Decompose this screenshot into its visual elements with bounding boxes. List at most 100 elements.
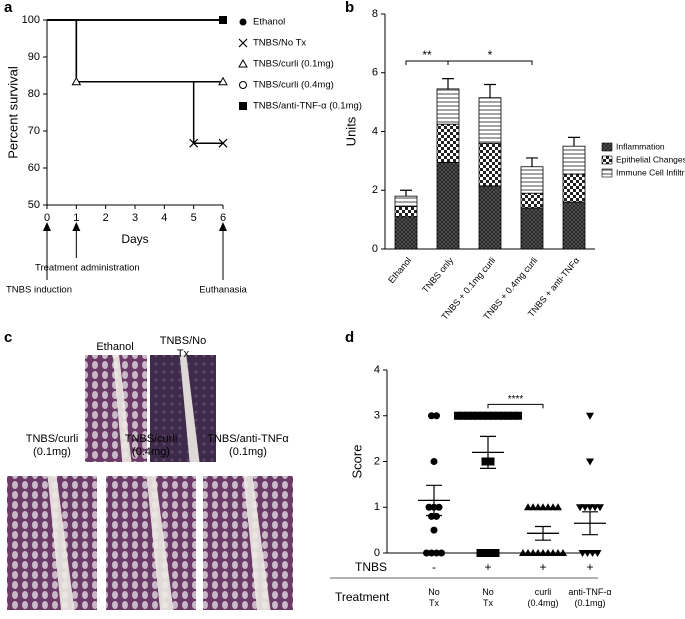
legend-label: TNBS/curli (0.1mg) [253,59,334,70]
bar-segment [562,145,586,175]
y-tick-label: 8 [372,8,378,20]
title-line: (0.1mg) [229,446,267,458]
marker [430,526,438,534]
panel-label: d [345,329,354,346]
treatment-line: (0.4mg) [527,598,558,608]
x-tick-label: 1 [73,212,79,224]
x-tick-label: TNBS only [420,255,456,295]
marker [481,457,490,466]
marker [428,512,435,520]
x-tick-label: 0 [44,212,50,224]
y-tick-label: 2 [374,455,380,467]
marker [71,76,82,86]
annotation: Treatment administration [35,263,140,274]
title-line: (0.4mg) [132,446,170,458]
legend-swatch [601,155,613,165]
title-line: TNBS/curli [125,433,178,445]
legend-label: TNBS/curli (0.4mg) [253,80,334,91]
error-bar [442,78,454,89]
marker [486,457,495,466]
bar-segment [394,206,418,218]
marker [509,411,517,420]
arrow-head [219,222,227,231]
tnbs-label: + [539,560,546,574]
y-axis-label: Score [349,445,364,479]
title-line: TNBS/curli [26,433,79,445]
marker [218,76,228,86]
marker [464,411,472,420]
bar-segment [394,195,418,207]
treatment-line: No [482,587,494,597]
treatment-label: No Tx [482,587,494,608]
arrow-head [72,222,81,231]
y-tick-label: 80 [28,88,40,100]
sem-bar [582,511,598,536]
treatment-label: curli (0.4mg) [527,587,558,608]
error-bar [484,83,496,98]
bar-segment [436,161,460,250]
treatment-line: (0.1mg) [574,598,605,608]
y-tick-label: 60 [28,162,40,174]
significance-bracket [447,60,533,65]
marker [474,411,482,420]
marker [238,38,248,48]
marker [238,58,248,68]
marker [218,138,228,148]
marker [596,504,604,512]
marker [239,18,247,26]
sem-bar [480,435,496,469]
marker [239,102,247,110]
bar-segment [436,123,460,163]
lumen [179,355,200,462]
legend-label: TNBS/No Tx [253,38,306,49]
arrow-head [43,222,51,231]
marker [428,549,435,557]
row-title: Treatment [335,590,390,604]
legend-label: Inflammation [616,141,665,151]
x-tick-label: 5 [191,212,197,224]
marker [484,411,492,420]
significance-label: * [488,48,493,62]
annotation: TNBS induction [6,285,72,296]
marker [433,412,440,420]
significance-label: **** [508,394,524,405]
error-bar [568,136,580,147]
error-bar [526,157,538,167]
marker [459,411,467,420]
marker [469,411,477,420]
sem-bar [426,484,442,517]
bar-segment [520,192,544,209]
bar-segment [478,142,502,187]
image-title: TNBS/anti-TNFα (0.1mg) [207,433,289,458]
lumen [243,476,271,610]
y-tick-label: 6 [372,67,378,79]
y-tick-label: 4 [372,125,378,137]
x-tick-label: 6 [220,212,226,224]
x-axis-label: Days [121,232,148,246]
treatment-line: No [428,587,440,597]
marker [489,411,497,420]
row-title: TNBS [355,560,387,574]
y-axis-label: Units [343,116,358,146]
treatment-label: No Tx [428,587,440,608]
marker [189,138,199,148]
tnbs-label: - [432,560,436,574]
marker [504,411,512,420]
bar-segment [562,173,586,203]
panel-label: b [345,0,354,16]
bar-segment [394,216,418,250]
bar-segment [562,201,586,250]
significance-label: ** [422,48,432,62]
y-tick-label: 90 [28,51,40,63]
title-line: TNBS/No [160,335,206,347]
bar-segment [520,166,544,194]
y-tick-label: 0 [372,243,378,255]
marker [586,458,594,466]
y-tick-label: 2 [372,184,378,196]
lumen [47,476,75,610]
bar-segment [520,207,544,250]
marker [428,412,435,420]
marker [425,503,433,511]
x-tick-label: Ethanol [386,255,413,285]
